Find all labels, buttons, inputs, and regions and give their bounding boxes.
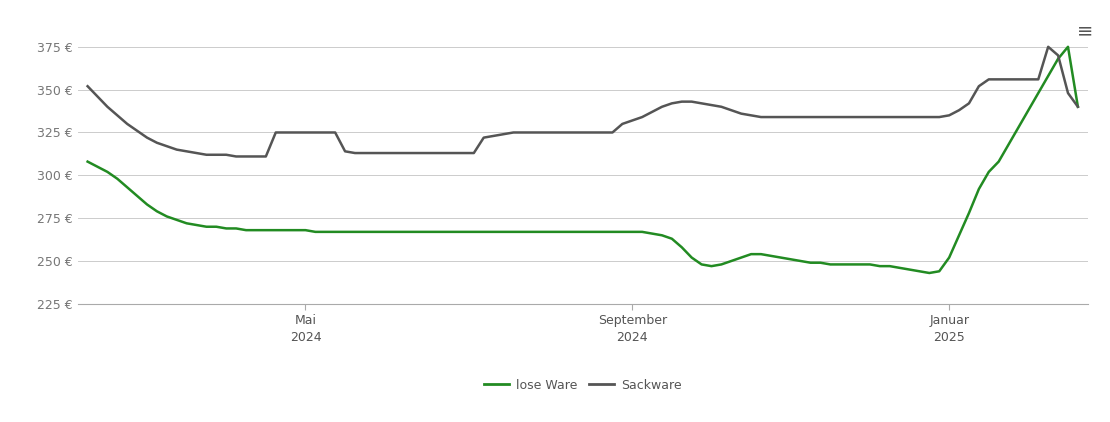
Legend: lose Ware, Sackware: lose Ware, Sackware [480, 373, 686, 397]
Text: ≡: ≡ [1077, 21, 1093, 40]
